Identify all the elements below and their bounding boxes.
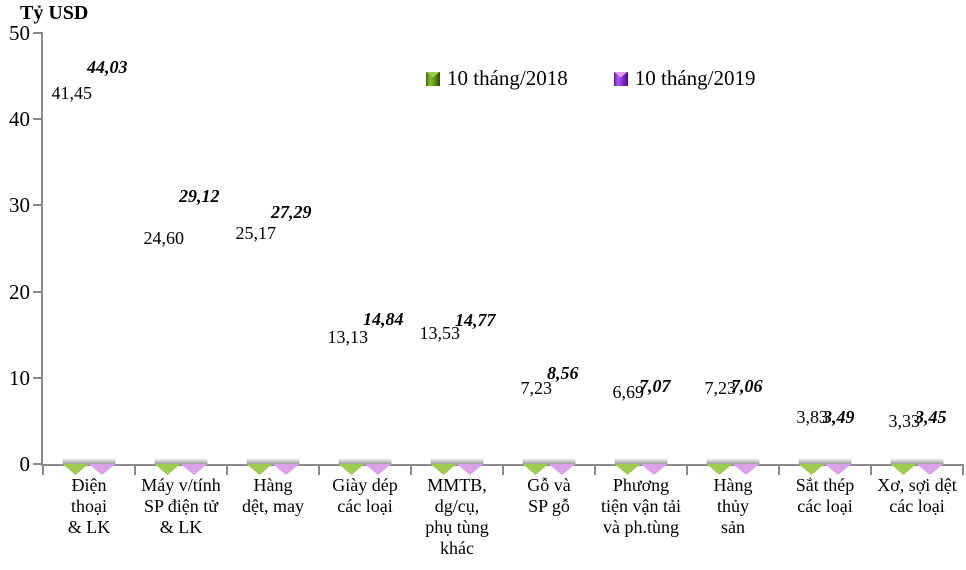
value-label-2019-8: 7,06 bbox=[731, 376, 763, 397]
x-axis-label: Hàng dệt, may bbox=[242, 475, 304, 516]
x-tick bbox=[502, 466, 504, 475]
value-label-2018-4: 13,13 bbox=[327, 326, 369, 347]
category-cell: 6,69 7,07 bbox=[595, 33, 688, 475]
x-axis-label: Máy v/tính SP điện tử & LK bbox=[141, 475, 221, 537]
y-tick-label: 40 bbox=[9, 107, 30, 132]
value-label-2019-1: 44,03 bbox=[87, 57, 128, 78]
category-cell: 25,17 27,29 bbox=[227, 33, 320, 475]
x-axis-label: Sắt thép các loại bbox=[795, 475, 855, 516]
value-label-2018-1: 41,45 bbox=[51, 82, 93, 103]
x-axis-label: Gỗ và SP gỗ bbox=[527, 475, 571, 516]
category-cell: 3,83 3,49 bbox=[779, 33, 872, 475]
x-tick bbox=[686, 466, 688, 475]
x-tick bbox=[410, 466, 412, 475]
y-tick bbox=[33, 376, 41, 379]
category-cell: 7,23 7,06 bbox=[687, 33, 780, 475]
y-tick bbox=[33, 290, 41, 293]
legend: 10 tháng/2018 10 tháng/2019 bbox=[426, 66, 756, 91]
y-tick-label: 10 bbox=[9, 365, 30, 390]
y-tick bbox=[33, 204, 41, 207]
x-axis-labels: Điện thoại & LK Máy v/tính SP điện tử & L… bbox=[43, 475, 963, 559]
y-tick-label: 50 bbox=[9, 21, 30, 45]
value-label-2019-3: 27,29 bbox=[271, 201, 312, 222]
value-label-2018-3: 25,17 bbox=[235, 223, 277, 244]
y-tick-label: 0 bbox=[19, 452, 31, 476]
value-label-2019-9: 3,49 bbox=[823, 406, 855, 427]
category-cell: 41,45 44,03 bbox=[42, 33, 136, 475]
x-axis-label: MMTB, dg/cụ, phụ tùng khác bbox=[425, 475, 489, 558]
category-cell: 13,53 14,77 bbox=[411, 33, 504, 475]
x-axis-label: Hàng thủy sản bbox=[713, 475, 753, 537]
value-label-2018-10: 3,33 bbox=[888, 411, 921, 432]
y-tick-label: 30 bbox=[9, 193, 30, 218]
x-tick bbox=[870, 466, 872, 475]
x-tick bbox=[134, 466, 136, 475]
value-label-2019-10: 3,45 bbox=[915, 407, 947, 428]
x-axis-line bbox=[43, 464, 964, 466]
value-label-2018-5: 13,53 bbox=[419, 323, 461, 344]
legend-item-2018: 10 tháng/2018 bbox=[426, 66, 568, 91]
value-label-2019-2: 29,12 bbox=[179, 186, 220, 206]
value-label-2019-7: 7,07 bbox=[639, 376, 671, 397]
category-cell: 7,23 8,56 bbox=[503, 33, 596, 475]
y-axis-title: Tỷ USD bbox=[20, 2, 89, 24]
x-axis-label: Giày dép các loại bbox=[332, 475, 398, 516]
x-tick bbox=[778, 466, 780, 475]
value-label-2018-9: 3,83 bbox=[796, 407, 829, 427]
category-cell: 3,33 3,45 bbox=[871, 33, 964, 475]
y-tick bbox=[33, 463, 41, 465]
x-tick bbox=[318, 466, 320, 475]
legend-swatch-2018-icon bbox=[426, 71, 440, 86]
x-tick bbox=[226, 466, 228, 475]
x-axis-label: Phương tiện vận tải và ph.tùng bbox=[601, 475, 681, 537]
legend-label-2019: 10 tháng/2019 bbox=[634, 66, 756, 90]
y-tick bbox=[33, 32, 41, 34]
x-axis-label: Điện thoại & LK bbox=[67, 475, 111, 537]
value-label-2018-6: 7,23 bbox=[520, 377, 553, 398]
value-label-2018-7: 6,69 bbox=[612, 382, 645, 403]
y-tick bbox=[33, 118, 41, 121]
y-axis-line bbox=[41, 32, 43, 466]
value-label-2019-5: 14,77 bbox=[455, 309, 496, 330]
x-tick bbox=[962, 466, 964, 475]
category-cell: 13,13 14,84 bbox=[319, 33, 412, 475]
y-tick-label: 20 bbox=[9, 279, 30, 304]
x-tick bbox=[42, 466, 44, 475]
x-axis-label: Xơ, sợi dệt các loại bbox=[877, 475, 957, 516]
plot-area: 41,45 44,03 24,60 29,12 25,17 27,29 13,13 14,84… bbox=[42, 33, 964, 475]
value-label-2019-6: 8,56 bbox=[547, 363, 579, 384]
category-cell: 24,60 29,12 bbox=[135, 33, 228, 475]
value-label-2019-4: 14,84 bbox=[363, 309, 404, 330]
legend-label-2018: 10 tháng/2018 bbox=[447, 66, 568, 90]
legend-item-2019: 10 tháng/2019 bbox=[613, 66, 756, 91]
value-label-2018-2: 24,60 bbox=[143, 227, 185, 248]
legend-swatch-2019-icon bbox=[613, 71, 628, 86]
x-tick bbox=[594, 466, 596, 475]
value-label-2018-8: 7,23 bbox=[704, 377, 737, 398]
